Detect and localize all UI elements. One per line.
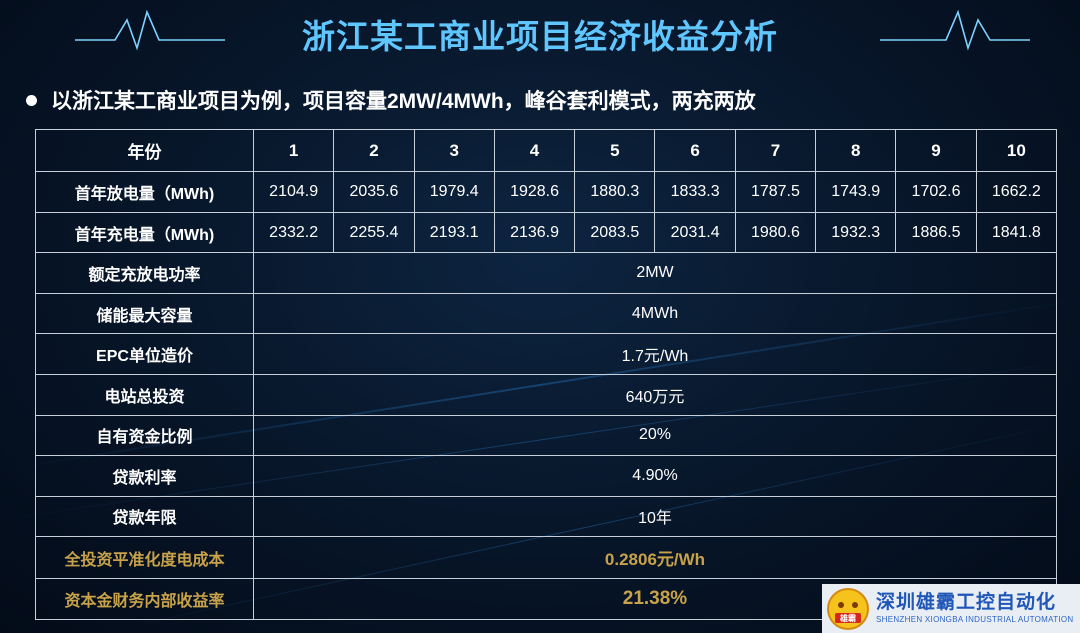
table-row-charge: 首年充电量（MWh) 2332.2 2255.4 2193.1 2136.9 2… [35, 211, 1057, 254]
row-label: 自有资金比例 [35, 414, 254, 457]
discharge-cell: 1787.5 [734, 171, 817, 213]
table-row-lcoe: 全投资平准化度电成本 0.2806元/Wh [35, 536, 1057, 580]
row-label: 资本金财务内部收益率 [35, 578, 254, 620]
lcoe-value: 0.2806元/Wh [253, 536, 1057, 580]
discharge-cell: 2104.9 [252, 171, 335, 213]
charge-cell: 2332.2 [252, 211, 335, 254]
row-value: 1.7元/Wh [253, 333, 1057, 375]
row-label: 首年充电量（MWh) [35, 211, 254, 254]
charge-cell: 1886.5 [895, 211, 977, 254]
row-label: 储能最大容量 [35, 292, 254, 335]
discharge-cell: 1928.6 [493, 171, 576, 213]
row-label: 贷款年限 [35, 495, 254, 538]
page-title: 浙江某工商业项目经济收益分析 [302, 18, 778, 55]
table-row-epc-cost: EPC单位造价 1.7元/Wh [35, 333, 1057, 375]
row-value: 4MWh [253, 292, 1057, 335]
svg-text:雄霸: 雄霸 [839, 613, 856, 623]
table-row-total-investment: 电站总投资 640万元 [35, 373, 1057, 416]
discharge-cell: 1880.3 [574, 171, 656, 213]
table-row-discharge: 首年放电量（MWh) 2104.9 2035.6 1979.4 1928.6 1… [35, 171, 1057, 213]
discharge-cell: 2035.6 [333, 171, 415, 213]
year-cell: 10 [975, 128, 1057, 173]
year-cell: 2 [333, 128, 415, 173]
table-row-rated-power: 额定充放电功率 2MW [35, 252, 1057, 294]
charge-cell: 2193.1 [413, 211, 495, 254]
company-watermark-logo: 雄霸 深圳雄霸工控自动化 SHENZHEN XIONGBA INDUSTRIAL… [822, 584, 1080, 633]
table-row-equity-ratio: 自有资金比例 20% [35, 414, 1057, 457]
discharge-cell: 1979.4 [413, 171, 495, 213]
year-cell: 8 [815, 128, 897, 173]
discharge-cell: 1662.2 [975, 171, 1057, 213]
table-row-years: 年份 1 2 3 4 5 6 7 8 9 10 [35, 128, 1057, 173]
economics-table: 年份 1 2 3 4 5 6 7 8 9 10 首年放电量（MWh) 2104.… [35, 128, 1057, 620]
bullet-dot-icon [26, 94, 37, 106]
pulse-line-decoration-left-icon [75, 9, 225, 51]
charge-cell: 1932.3 [815, 211, 897, 254]
discharge-cell: 1743.9 [815, 171, 897, 213]
row-value: 20% [253, 414, 1057, 457]
row-label: 全投资平准化度电成本 [35, 536, 254, 580]
row-value: 2MW [253, 252, 1057, 294]
discharge-cell: 1702.6 [895, 171, 977, 213]
year-cell: 4 [493, 128, 576, 173]
row-value: 640万元 [253, 373, 1057, 416]
charge-cell: 2136.9 [493, 211, 576, 254]
table-row-max-capacity: 储能最大容量 4MWh [35, 292, 1057, 335]
discharge-cell: 1833.3 [654, 171, 736, 213]
logo-english-name: SHENZHEN XIONGBA INDUSTRIAL AUTOMATION [876, 615, 1074, 624]
row-label: 年份 [35, 128, 254, 173]
year-cell: 1 [252, 128, 335, 173]
row-label: 贷款利率 [35, 455, 254, 497]
charge-cell: 2083.5 [574, 211, 656, 254]
year-cell: 5 [574, 128, 656, 173]
table-row-loan-rate: 贷款利率 4.90% [35, 455, 1057, 497]
row-label: 首年放电量（MWh) [35, 171, 254, 213]
year-cell: 9 [895, 128, 977, 173]
charge-cell: 2255.4 [333, 211, 415, 254]
row-label: EPC单位造价 [35, 333, 254, 375]
row-value: 10年 [253, 495, 1057, 538]
row-value: 4.90% [253, 455, 1057, 497]
logo-chinese-name: 深圳雄霸工控自动化 [876, 592, 1057, 613]
intro-bullet: 以浙江某工商业项目为例，项目容量2MW/4MWh，峰谷套利模式，两充两放 [26, 85, 756, 115]
year-cell: 6 [654, 128, 736, 173]
charge-cell: 1841.8 [975, 211, 1057, 254]
charge-cell: 1980.6 [734, 211, 817, 254]
xiongba-logo-icon: 雄霸 [827, 587, 869, 630]
row-label: 额定充放电功率 [35, 252, 254, 294]
intro-text: 以浙江某工商业项目为例，项目容量2MW/4MWh，峰谷套利模式，两充两放 [51, 90, 756, 113]
charge-cell: 2031.4 [654, 211, 736, 254]
year-cell: 7 [734, 128, 817, 173]
year-cell: 3 [413, 128, 495, 173]
table-row-loan-term: 贷款年限 10年 [35, 495, 1057, 538]
pulse-line-decoration-right-icon [880, 9, 1030, 51]
logo-text: 深圳雄霸工控自动化 SHENZHEN XIONGBA INDUSTRIAL AU… [876, 592, 1074, 625]
row-label: 电站总投资 [35, 373, 254, 416]
